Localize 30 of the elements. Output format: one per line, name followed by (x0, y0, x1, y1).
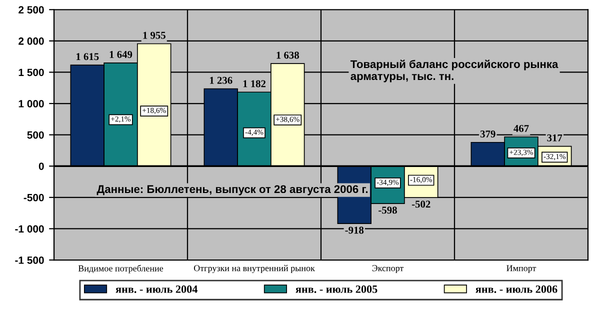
legend-label: янв. - июль 2005 (296, 285, 378, 293)
data-label: -598 (378, 206, 397, 214)
y-tick-label: 500 (27, 131, 44, 139)
y-tick-label: 0 (38, 162, 44, 170)
legend-label: янв. - июль 2004 (116, 285, 198, 293)
annotation: Данные: Бюллетень, выпуск от 28 августа 2006 г. (96, 185, 368, 196)
data-label: 1 182 (243, 80, 266, 88)
data-label: 379 (480, 130, 496, 138)
x-tick-label: Отгрузки на внутренний рынок (194, 264, 315, 274)
y-tick-label: 2 500 (18, 6, 44, 14)
y-tick-label: 1 500 (18, 68, 44, 76)
x-tick-label: Экспорт (372, 265, 404, 274)
x-tick-label: Видимое потребление (78, 264, 164, 274)
data-label: -918 (345, 226, 364, 234)
data-label: 467 (514, 124, 529, 132)
data-label: -502 (412, 200, 430, 208)
data-label: 1 955 (143, 32, 166, 39)
y-tick-label: -1 500 (15, 256, 44, 264)
text: Товарный баланс российского рынка арматуры, тыс. тн. (350, 60, 558, 82)
x-tick-label: Импорт (506, 265, 536, 274)
data-label: 1 649 (110, 51, 132, 58)
y-tick-label: 1 000 (18, 100, 44, 108)
y-tick-label: 2 000 (18, 37, 44, 45)
data-label: 1 615 (76, 53, 99, 60)
legend-label: янв. - июль 2006 (476, 285, 558, 293)
data-label: 317 (547, 134, 562, 142)
y-tick-label: -500 (24, 194, 44, 202)
y-tick-label: -1 000 (15, 225, 44, 233)
data-label: 1 638 (276, 52, 299, 59)
data-label: 1 236 (210, 76, 232, 84)
